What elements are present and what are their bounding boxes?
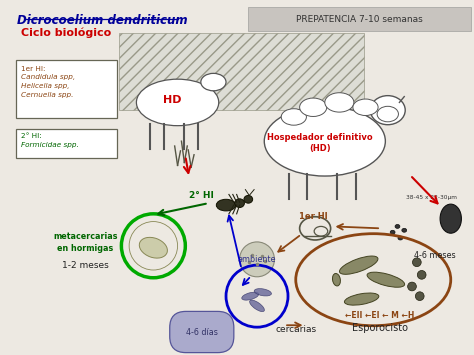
Circle shape bbox=[239, 242, 274, 277]
Circle shape bbox=[415, 292, 424, 301]
Text: Ciclo biológico: Ciclo biológico bbox=[21, 28, 111, 38]
Text: cercarias: cercarias bbox=[275, 324, 316, 334]
Ellipse shape bbox=[201, 73, 226, 91]
Text: 38-45 x 22-30µm: 38-45 x 22-30µm bbox=[406, 195, 457, 200]
Text: 1er HI: 1er HI bbox=[299, 212, 328, 221]
Text: ambiente: ambiente bbox=[238, 255, 276, 264]
Ellipse shape bbox=[377, 106, 399, 122]
Ellipse shape bbox=[244, 195, 253, 203]
Text: 4-6 días: 4-6 días bbox=[186, 328, 218, 337]
Ellipse shape bbox=[339, 256, 378, 274]
FancyBboxPatch shape bbox=[16, 60, 117, 118]
FancyBboxPatch shape bbox=[119, 33, 364, 110]
Ellipse shape bbox=[137, 79, 219, 126]
Ellipse shape bbox=[235, 199, 245, 208]
Text: 4-6 meses: 4-6 meses bbox=[414, 251, 456, 260]
Text: 2° HI: 2° HI bbox=[189, 191, 214, 200]
Text: Hospedador definitivo
(HD): Hospedador definitivo (HD) bbox=[267, 133, 373, 153]
Ellipse shape bbox=[440, 204, 461, 233]
Text: metacercarias
en hormigas: metacercarias en hormigas bbox=[53, 233, 118, 253]
Text: Esporocisto: Esporocisto bbox=[352, 323, 408, 333]
Text: 1-2 meses: 1-2 meses bbox=[62, 261, 109, 270]
Text: Candidula spp,
Helicella spp,
Cernuella spp.: Candidula spp, Helicella spp, Cernuella … bbox=[21, 74, 75, 98]
Ellipse shape bbox=[325, 93, 354, 112]
Text: HD: HD bbox=[163, 94, 181, 104]
Ellipse shape bbox=[300, 98, 327, 116]
Ellipse shape bbox=[139, 237, 167, 258]
Text: PREPATENCIA 7-10 semanas: PREPATENCIA 7-10 semanas bbox=[296, 15, 423, 24]
Ellipse shape bbox=[402, 228, 407, 232]
Text: 2° HI:: 2° HI: bbox=[21, 133, 41, 140]
Ellipse shape bbox=[264, 106, 385, 176]
Ellipse shape bbox=[353, 99, 378, 115]
Ellipse shape bbox=[250, 300, 264, 312]
Text: 1er HI:: 1er HI: bbox=[21, 66, 45, 72]
Ellipse shape bbox=[254, 289, 272, 296]
Text: Dicrocoelium dendriticum: Dicrocoelium dendriticum bbox=[17, 14, 187, 27]
Circle shape bbox=[408, 282, 416, 291]
Ellipse shape bbox=[281, 109, 306, 125]
Ellipse shape bbox=[398, 236, 403, 240]
Text: ←EII ←EI ← M ←H: ←EII ←EI ← M ←H bbox=[346, 311, 415, 320]
Ellipse shape bbox=[370, 95, 405, 125]
Circle shape bbox=[417, 271, 426, 279]
Ellipse shape bbox=[242, 292, 259, 300]
Text: Formicidae spp.: Formicidae spp. bbox=[21, 142, 78, 148]
FancyBboxPatch shape bbox=[16, 129, 117, 158]
Ellipse shape bbox=[216, 199, 236, 211]
Ellipse shape bbox=[367, 272, 405, 287]
Circle shape bbox=[412, 258, 421, 267]
Ellipse shape bbox=[345, 293, 379, 305]
FancyBboxPatch shape bbox=[248, 7, 471, 31]
Ellipse shape bbox=[395, 224, 400, 228]
Ellipse shape bbox=[332, 273, 340, 286]
Ellipse shape bbox=[390, 230, 395, 234]
